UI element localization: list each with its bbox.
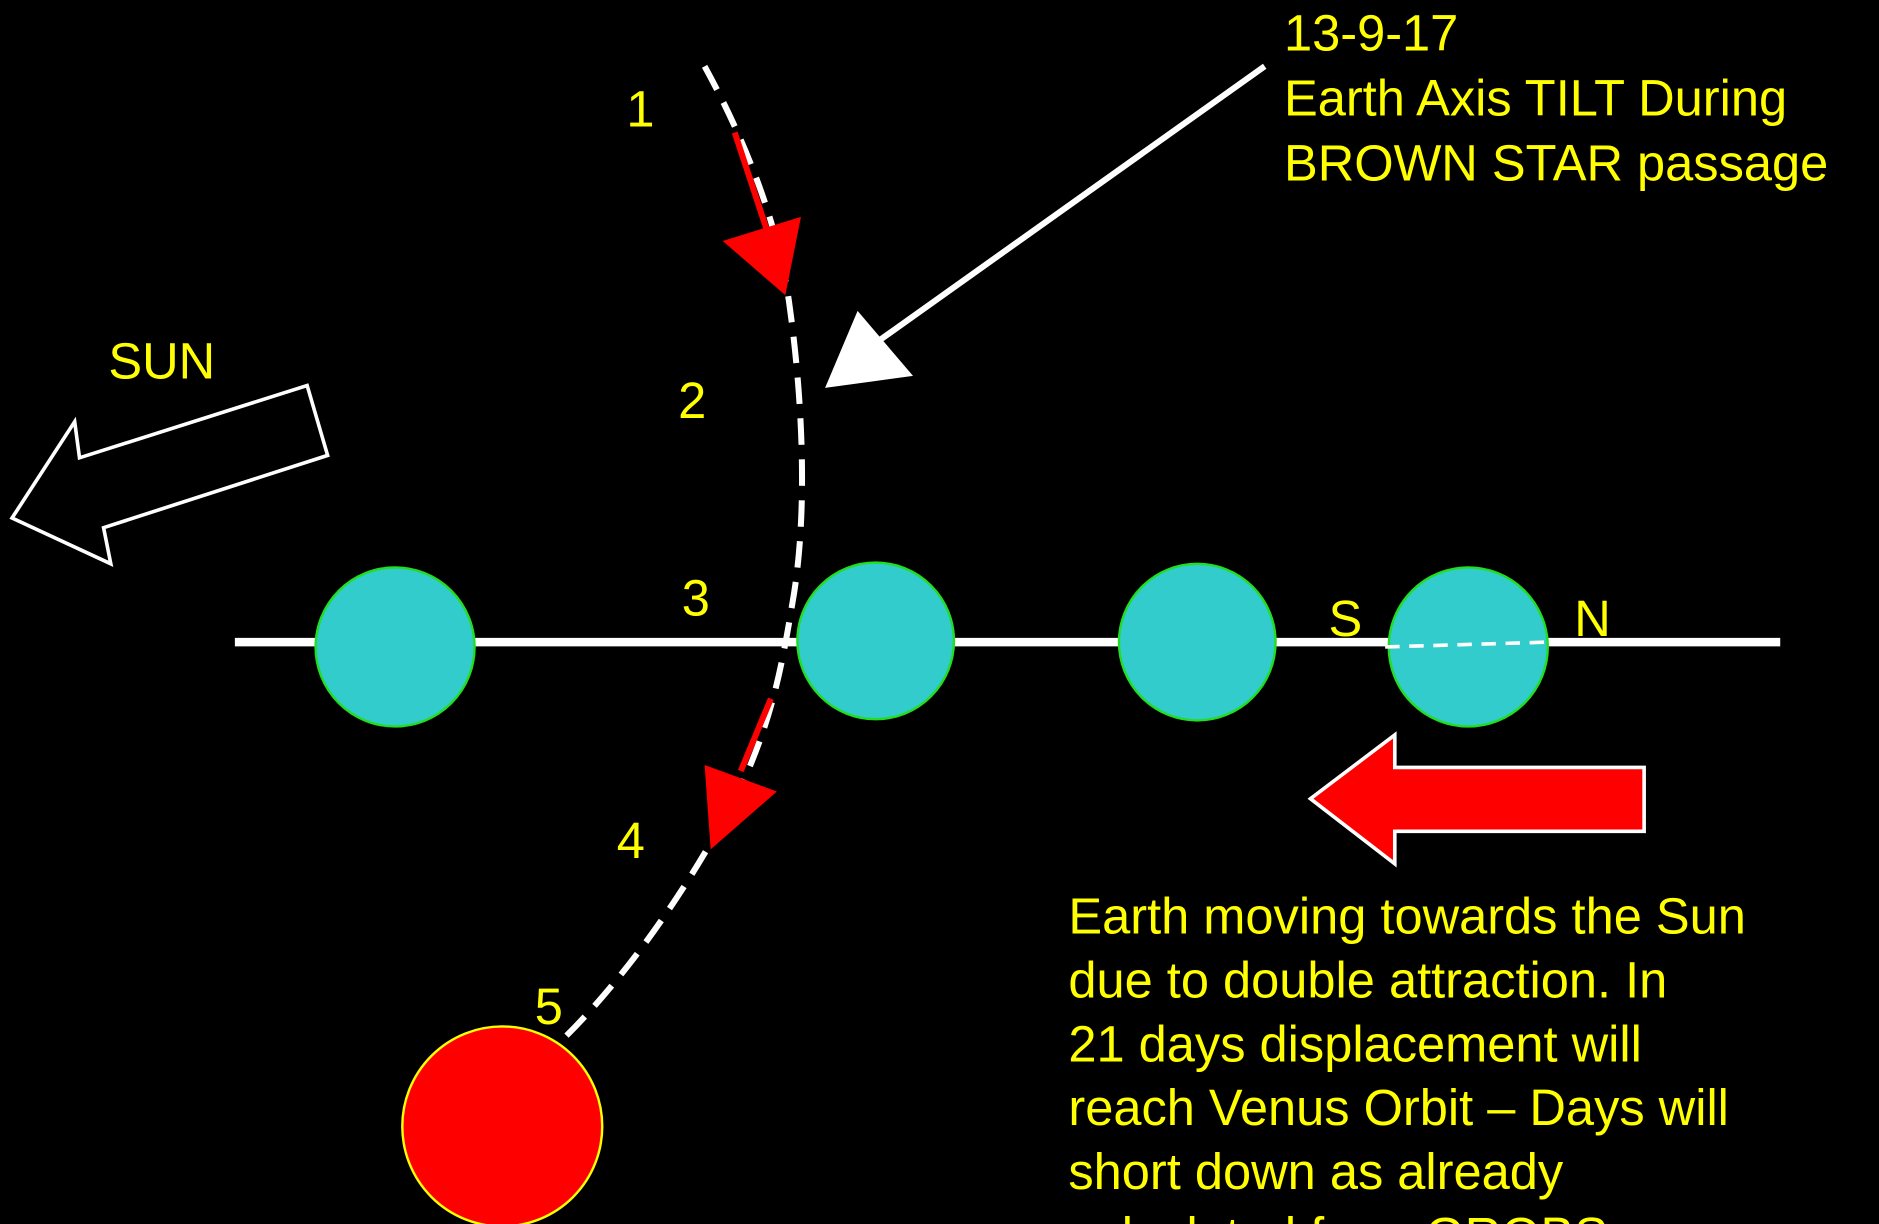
- earth: [1117, 562, 1277, 722]
- brown-star: [401, 1025, 604, 1224]
- path-arrow-shaft: [731, 131, 772, 236]
- annotation-date: 13-9-17: [1284, 5, 1458, 62]
- position-label: 5: [535, 978, 563, 1035]
- description-line: calculated from GROBS: [1068, 1207, 1608, 1224]
- pole-label: N: [1574, 590, 1611, 647]
- sun-arrow: [9, 383, 330, 567]
- pole-label: S: [1329, 590, 1363, 647]
- description-line: 21 days displacement will: [1068, 1015, 1641, 1072]
- earth: [796, 561, 956, 721]
- annotation-line: BROWN STAR passage: [1284, 135, 1828, 192]
- path-arrow-head: [722, 216, 801, 296]
- pointer-head: [825, 310, 914, 388]
- description-line: due to double attraction. In: [1068, 952, 1667, 1009]
- annotation-line: Earth Axis TILT During: [1284, 70, 1787, 127]
- pointer-shaft: [875, 63, 1267, 345]
- description-line: Earth moving towards the Sun: [1068, 888, 1745, 945]
- path-arrow-shaft: [737, 697, 774, 773]
- position-label: 1: [626, 80, 654, 137]
- earth-axis: [1385, 640, 1548, 649]
- position-label: 4: [617, 812, 645, 869]
- movement-arrow: [1307, 731, 1646, 868]
- sun-label: SUN: [108, 332, 215, 389]
- position-label: 2: [678, 372, 706, 429]
- description-line: short down as already: [1068, 1143, 1563, 1200]
- position-label: 3: [682, 570, 710, 627]
- earth: [314, 566, 476, 728]
- description-line: reach Venus Orbit – Days will: [1068, 1079, 1729, 1136]
- path-arrow-head: [704, 765, 777, 850]
